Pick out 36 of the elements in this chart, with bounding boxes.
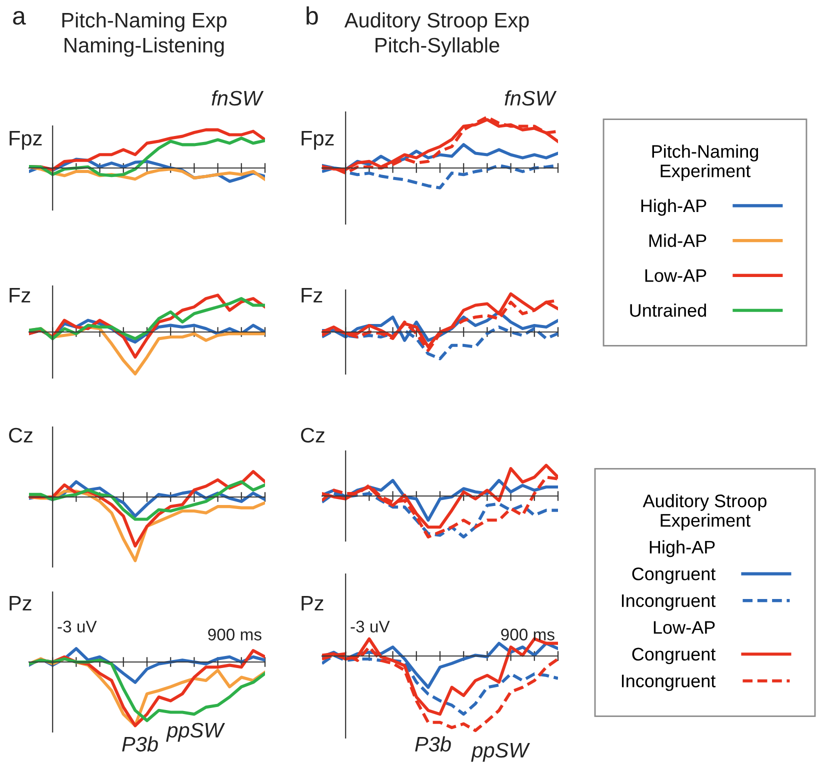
chart-subtitle: Pitch-Syllable [376,37,500,57]
legend-label: Untrained [630,304,706,317]
text: Low-AP [654,621,715,634]
y-axis-title: Fz [10,288,30,302]
legend-label: Congruent [632,568,716,584]
y-axis-title: Cz [301,428,324,443]
text: fnSW [212,90,264,106]
text: ppSW [471,742,530,762]
legend-label: Incongruent [622,674,716,691]
legend-title: Auditory Stroop Experiment [642,494,766,530]
y-axis-title: Cz [9,428,32,443]
y-axis-title: Pz [302,596,324,610]
chart-title: Auditory Stroop Exp [344,12,529,32]
text: 900 ms [208,628,262,640]
annotation: 900 ms [501,628,554,640]
annotation: ppSW [166,722,226,742]
legend-label: Mid-AP [649,234,706,248]
y-axis-title: Fpz [10,131,42,150]
text: -3 uV [350,620,390,632]
chart-subtitle: Naming-Listening [64,37,224,57]
legend-label: Low-AP [645,269,706,282]
text: High-AP [650,540,715,558]
legend-label: Congruent [632,648,716,664]
y-axis-title: Pz [10,596,32,610]
legend-title: Pitch-Naming Experiment [652,144,758,181]
y-axis-title: Fpz [302,131,334,150]
text: fnSW [504,90,557,106]
legend-label: High-AP [641,198,706,216]
legend-label: Incongruent [622,594,716,611]
chart-title: Pitch-Naming Exp [62,12,226,32]
text: P3b [122,736,158,752]
text: b [306,6,318,25]
text: a [13,11,26,25]
text: P3b [415,736,451,752]
text: -3 uV [58,620,97,632]
y-axis-title: Fz [302,288,322,302]
